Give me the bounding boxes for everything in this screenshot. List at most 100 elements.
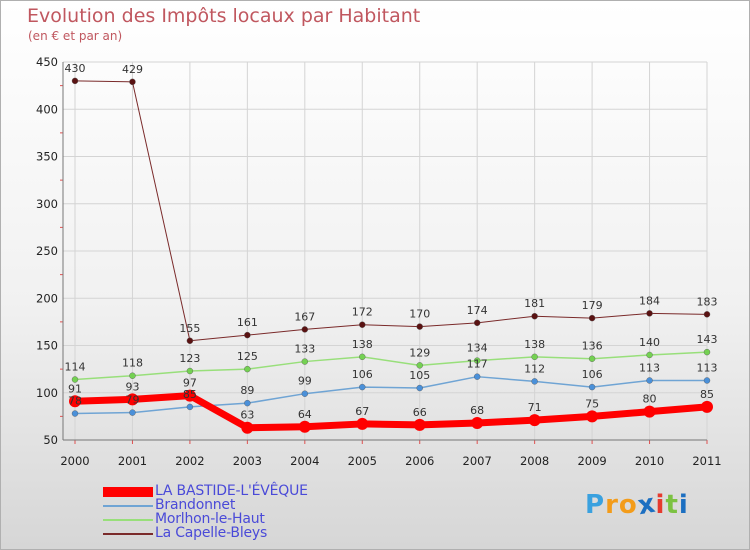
data-label: 118 (122, 357, 143, 370)
x-tick-label: 2009 (577, 454, 606, 468)
data-point (473, 373, 481, 380)
series-line (74, 375, 708, 415)
data-label: 125 (237, 350, 258, 363)
x-tick-label: 2010 (635, 454, 664, 468)
data-point (359, 383, 366, 391)
legend-swatch (103, 487, 153, 497)
x-tick-label: 2008 (520, 454, 549, 468)
data-point (71, 410, 79, 417)
x-tick-label: 2003 (233, 454, 262, 468)
legend: LA BASTIDE-L'ÉVÊQUE Brandonnet Morlhon-le-… (103, 483, 363, 541)
data-point (356, 417, 369, 430)
data-point (588, 355, 596, 362)
data-label: 75 (585, 397, 599, 410)
data-label: 134 (467, 342, 488, 355)
data-label: 97 (183, 377, 197, 390)
legend-item: LA BASTIDE-L'ÉVÊQUE (103, 483, 363, 499)
data-label: 80 (643, 393, 657, 406)
x-tick-label: 2004 (290, 454, 319, 468)
data-label: 85 (700, 388, 714, 401)
data-point (586, 410, 599, 423)
x-tick-label: 2011 (692, 454, 721, 468)
legend-swatch (103, 519, 153, 521)
data-label: 429 (122, 63, 143, 76)
data-label: 106 (352, 368, 373, 381)
data-point (703, 348, 711, 356)
y-tick-label: 300 (36, 197, 58, 211)
brand-letter: r (605, 490, 619, 520)
data-point (244, 399, 251, 407)
data-point (531, 353, 538, 361)
x-tick-label: 2006 (405, 454, 434, 468)
data-label: 133 (294, 343, 315, 356)
legend-label: La Capelle-Bleys (155, 525, 268, 541)
data-point (183, 389, 196, 402)
brand-logo: Proxiti (585, 489, 689, 522)
data-point (301, 358, 309, 365)
data-point (244, 331, 251, 339)
data-point (646, 310, 653, 317)
data-point (646, 351, 653, 359)
data-point (186, 367, 194, 375)
data-label: 129 (409, 346, 430, 359)
data-label: 181 (524, 297, 545, 310)
y-tick-label: 150 (36, 339, 58, 353)
legend-label: Brandonnet (155, 497, 236, 513)
data-point (528, 414, 541, 427)
data-point (129, 78, 136, 86)
data-point (701, 400, 713, 413)
y-tick-label: 350 (36, 150, 58, 164)
data-point (531, 313, 538, 320)
data-point (473, 319, 481, 327)
data-label: 430 (65, 62, 86, 75)
data-label: 78 (68, 395, 82, 408)
legend-label: Morlhon-le-Haut (155, 511, 265, 527)
legend-label: LA BASTIDE-L'ÉVÊQUE (155, 483, 308, 499)
data-point (186, 403, 194, 411)
x-tick-label: 2001 (118, 454, 147, 468)
data-point (703, 377, 711, 384)
data-label: 136 (582, 340, 603, 353)
brand-letter: o (618, 490, 638, 520)
brand-letter: t (665, 490, 679, 520)
data-point (69, 395, 81, 408)
y-tick-label: 400 (36, 102, 58, 116)
data-point (531, 378, 538, 385)
y-tick-label: 50 (43, 433, 58, 447)
y-tick-label: 250 (36, 244, 58, 258)
data-point (301, 390, 309, 397)
data-label: 105 (409, 369, 430, 382)
data-label: 91 (68, 382, 82, 395)
chart-subtitle: (en € et par an) (28, 29, 123, 43)
data-point (416, 362, 423, 369)
data-label: 123 (179, 352, 200, 365)
legend-item: La Capelle-Bleys (103, 525, 363, 541)
brand-letter: i (655, 490, 666, 520)
data-point (301, 326, 309, 333)
y-tick-label: 100 (36, 386, 58, 400)
data-label: 79 (125, 394, 139, 407)
data-label: 99 (298, 375, 312, 388)
x-tick-label: 2000 (60, 454, 89, 468)
brand-letter: i (678, 490, 689, 520)
x-tick-label: 2007 (463, 454, 492, 468)
data-point (129, 409, 136, 416)
data-label: 179 (582, 299, 603, 312)
data-point (473, 357, 481, 364)
series-line (74, 351, 708, 381)
legend-swatch (103, 505, 153, 507)
data-point (186, 337, 194, 344)
data-label: 167 (294, 310, 315, 323)
data-point (359, 353, 366, 361)
data-label: 63 (240, 409, 254, 422)
data-label: 113 (697, 361, 718, 374)
y-tick-label: 200 (36, 291, 58, 305)
data-label: 106 (582, 368, 603, 381)
data-label: 89 (240, 384, 254, 397)
y-tick-label: 450 (36, 55, 58, 69)
x-tick-label: 2002 (175, 454, 204, 468)
data-point (471, 416, 484, 429)
data-point (703, 311, 711, 318)
data-label: 71 (528, 401, 542, 414)
